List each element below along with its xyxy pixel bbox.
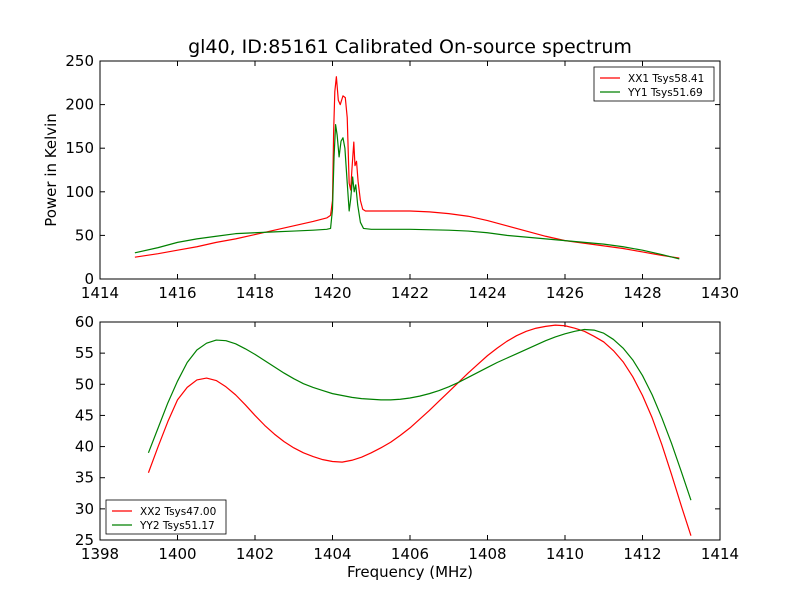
bottom-chart-legend: XX2 Tsys47.00 YY2 Tsys51.17: [105, 499, 227, 535]
top-chart-ticks: 1414 1416 1418 1420 1422 1424 1426 1428 1430 0 50 1…: [65, 52, 739, 302]
top-chart-xtick-label: 1416: [158, 284, 196, 302]
bottom-chart-legend-label-2: YY2 Tsys51.17: [139, 520, 215, 532]
top-chart-ytick-label: 100: [65, 183, 94, 201]
bottom-chart-legend-label-1: XX2 Tsys47.00: [140, 506, 216, 518]
top-chart-xtick-label: 1422: [391, 284, 429, 302]
bottom-chart-xtick-label: 1398: [81, 545, 119, 563]
top-chart-legend-box: [593, 66, 715, 102]
top-chart-ylabel: Power in Kelvin: [42, 113, 60, 227]
bottom-chart: Frequency (MHz) 1398 1400 1402 1404 1406 1408…: [75, 313, 739, 581]
bottom-chart-series-group: [147, 324, 692, 536]
top-chart-series-line-2: [134, 124, 680, 260]
top-chart-ytick-label: 50: [75, 226, 94, 244]
bottom-chart-ytick-label: 60: [75, 313, 94, 331]
top-chart-xtick-label: 1430: [701, 284, 739, 302]
bottom-chart-xtick-label: 1410: [546, 545, 584, 563]
bottom-chart-xtick-label: 1402: [236, 545, 274, 563]
top-chart-ytick-label: 200: [65, 96, 94, 114]
top-chart-xtick-label: 1414: [81, 284, 119, 302]
bottom-chart-ticks: 1398 1400 1402 1404 1406 1408 1410 1412 1414 25 30…: [75, 313, 739, 563]
bottom-chart-series-line-1: [147, 324, 692, 536]
bottom-chart-xtick-label: 1408: [468, 545, 506, 563]
bottom-chart-xtick-label: 1400: [158, 545, 196, 563]
bottom-chart-xlabel: Frequency (MHz): [347, 563, 473, 581]
top-chart-xtick-label: 1428: [623, 284, 661, 302]
top-chart-xtick-label: 1418: [236, 284, 274, 302]
bottom-chart-legend-box: [105, 499, 227, 535]
bottom-chart-ytick-label: 40: [75, 438, 94, 456]
top-chart-xtick-label: 1426: [546, 284, 584, 302]
bottom-chart-ytick-label: 35: [75, 469, 94, 487]
top-chart-xtick-label: 1424: [468, 284, 506, 302]
bottom-chart-ytick-label: 55: [75, 344, 94, 362]
top-chart-legend: XX1 Tsys58.41 YY1 Tsys51.69: [593, 66, 715, 102]
bottom-chart-xtick-label: 1414: [701, 545, 739, 563]
top-chart-ytick-label: 250: [65, 52, 94, 70]
top-chart-xtick-label: 1420: [313, 284, 351, 302]
top-chart-ytick-label: 0: [84, 270, 94, 288]
top-chart-title: gl40, ID:85161 Calibrated On-source spec…: [188, 36, 632, 58]
top-chart-legend-label-1: XX1 Tsys58.41: [628, 73, 704, 85]
top-chart-series-line-1: [134, 76, 680, 259]
bottom-chart-ytick-label: 50: [75, 375, 94, 393]
bottom-chart-xtick-label: 1412: [623, 545, 661, 563]
bottom-chart-xtick-label: 1406: [391, 545, 429, 563]
top-chart-ytick-label: 150: [65, 139, 94, 157]
bottom-chart-ytick-label: 45: [75, 406, 94, 424]
bottom-chart-ytick-label: 25: [75, 531, 94, 549]
bottom-chart-ytick-label: 30: [75, 500, 94, 518]
bottom-chart-xtick-label: 1404: [313, 545, 351, 563]
bottom-chart-series-line-2: [147, 328, 692, 501]
top-chart-legend-label-2: YY1 Tsys51.69: [627, 87, 703, 99]
top-chart: gl40, ID:85161 Calibrated On-source spec…: [42, 36, 739, 302]
top-chart-series-group: [134, 76, 680, 260]
